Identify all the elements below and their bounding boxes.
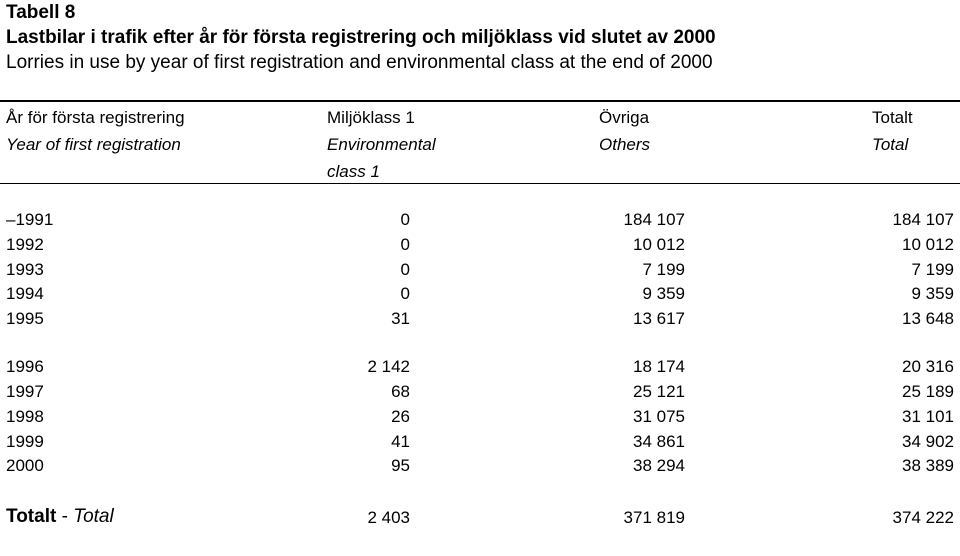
cell-total: 20 316 [902, 357, 954, 376]
total-label: Totalt - Total [6, 506, 114, 528]
cell-year: 1998 [6, 407, 44, 426]
cell-env: 26 [391, 407, 410, 426]
cell-others: 18 174 [633, 357, 685, 376]
cell-total: 31 101 [902, 407, 954, 426]
cell-others: 9 359 [642, 284, 685, 303]
cell-env: 68 [391, 382, 410, 401]
header-env-en-1: Environmental [327, 135, 436, 154]
total-label-english: Total [73, 506, 114, 527]
cell-total: 7 199 [911, 260, 954, 279]
cell-others: 31 075 [633, 407, 685, 426]
total-label-separator: - [56, 506, 74, 527]
cell-others: 38 294 [633, 456, 685, 475]
cell-total: 25 189 [902, 382, 954, 401]
cell-env: 31 [391, 309, 410, 328]
header-others-en: Others [599, 135, 651, 154]
cell-others: 7 199 [642, 260, 685, 279]
header-env-en-2: class 1 [327, 162, 380, 181]
total-label-swedish: Totalt [6, 506, 57, 527]
cell-year: 1993 [6, 260, 44, 279]
header-total-sv: Totalt [872, 108, 913, 127]
header-total-en: Total [872, 135, 909, 154]
table-number: Tabell 8 [6, 2, 76, 23]
cell-year: 1994 [6, 284, 44, 303]
cell-total: 9 359 [911, 284, 954, 303]
cell-year: 1997 [6, 382, 44, 401]
cell-year: –1991 [6, 210, 54, 229]
cell-env: 41 [391, 432, 410, 451]
cell-env: 0 [400, 284, 410, 303]
cell-others: 13 617 [633, 309, 685, 328]
total-env: 2 403 [367, 508, 410, 527]
top-rule [0, 100, 960, 102]
cell-total: 34 902 [902, 432, 954, 451]
cell-env: 0 [400, 235, 410, 254]
header-env-sv: Miljöklass 1 [327, 108, 415, 127]
cell-year: 1995 [6, 309, 44, 328]
cell-env: 0 [400, 210, 410, 229]
cell-others: 10 012 [633, 235, 685, 254]
total-total: 374 222 [892, 508, 954, 527]
cell-year: 1996 [6, 357, 44, 376]
cell-env: 2 142 [367, 357, 410, 376]
header-others-sv: Övriga [599, 108, 650, 127]
table-title-english: Lorries in use by year of first registra… [6, 52, 713, 73]
cell-env: 0 [400, 260, 410, 279]
header-year-en: Year of first registration [6, 135, 181, 154]
header-rule [0, 183, 960, 184]
cell-others: 25 121 [633, 382, 685, 401]
cell-others: 34 861 [633, 432, 685, 451]
cell-others: 184 107 [623, 210, 685, 229]
cell-year: 1999 [6, 432, 44, 451]
cell-total: 38 389 [902, 456, 954, 475]
cell-year: 1992 [6, 235, 44, 254]
cell-year: 2000 [6, 456, 44, 475]
table-title-swedish: Lastbilar i trafik efter år för första r… [6, 27, 716, 48]
cell-env: 95 [391, 456, 410, 475]
cell-total: 10 012 [902, 235, 954, 254]
header-year-sv: År för första registrering [6, 108, 185, 127]
total-others: 371 819 [623, 508, 685, 527]
cell-total: 13 648 [902, 309, 954, 328]
cell-total: 184 107 [892, 210, 954, 229]
